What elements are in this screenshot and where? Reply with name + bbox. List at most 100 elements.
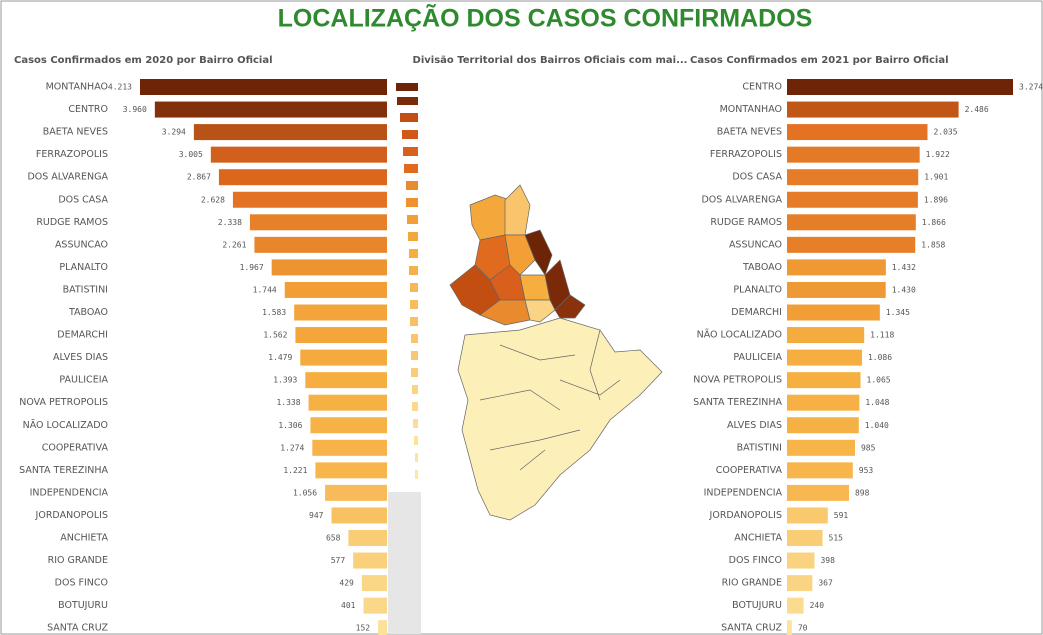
chart-title: Casos Confirmados em 2020 por Bairro Ofi… — [14, 55, 273, 66]
category-label: MONTANHAO — [720, 104, 782, 115]
value-label: 1.056 — [293, 488, 317, 497]
value-label: 1.274 — [280, 443, 304, 452]
value-label: 1.221 — [283, 466, 307, 475]
bar — [787, 507, 828, 524]
mini-bar — [409, 249, 418, 258]
mini-bar — [397, 97, 418, 105]
category-label: DOS FINCO — [729, 555, 782, 566]
value-label: 3.274 — [1019, 83, 1043, 92]
category-label: ASSUNCAO — [55, 239, 108, 250]
value-label: 1.048 — [865, 398, 889, 407]
bar — [254, 236, 387, 253]
category-label: SANTA TEREZINHA — [19, 465, 108, 476]
mini-bar — [400, 113, 418, 122]
mini-bar — [413, 419, 418, 428]
bar — [295, 327, 387, 344]
value-label: 2.261 — [222, 240, 246, 249]
bar — [154, 101, 387, 118]
bar — [249, 214, 387, 231]
value-label: 1.430 — [892, 285, 916, 294]
category-label: PLANALTO — [733, 284, 782, 295]
mini-bar — [414, 436, 418, 445]
bar — [353, 552, 387, 569]
bar — [294, 304, 387, 321]
bar — [787, 259, 886, 276]
category-label: RIO GRANDE — [48, 555, 108, 566]
bar — [361, 575, 387, 592]
value-label: 1.393 — [273, 376, 297, 385]
category-label: RUDGE RAMOS — [710, 217, 782, 228]
mini-bar — [410, 317, 418, 326]
category-label: COOPERATIVA — [42, 442, 109, 453]
value-label: 1.118 — [870, 331, 894, 340]
category-label: BAETA NEVES — [717, 127, 782, 138]
value-label: 1.858 — [921, 240, 945, 249]
bar — [787, 530, 823, 546]
mini-bar — [403, 147, 418, 156]
map-region — [504, 184, 531, 236]
mini-bar — [411, 351, 418, 360]
value-label: 1.065 — [867, 376, 891, 385]
bar — [787, 394, 860, 411]
category-label: FERRAZOPOLIS — [36, 149, 108, 160]
category-label: INDEPENDENCIA — [704, 487, 783, 498]
category-label: TABOAO — [68, 307, 108, 318]
value-label: 2.628 — [201, 195, 225, 204]
bar — [787, 575, 813, 592]
bar — [284, 281, 387, 298]
bar — [787, 169, 919, 186]
category-label: TABOAO — [742, 262, 782, 273]
value-label: 1.744 — [253, 285, 277, 294]
category-label: DOS CASA — [732, 172, 782, 183]
value-label: 515 — [829, 534, 844, 543]
map — [449, 184, 663, 521]
category-label: FERRAZOPOLIS — [710, 149, 782, 160]
bar — [271, 259, 387, 276]
bar — [331, 507, 387, 524]
value-label: 152 — [356, 624, 371, 633]
category-label: ALVES DIAS — [53, 352, 108, 363]
mini-bar — [409, 266, 418, 275]
category-label: CENTRO — [742, 82, 782, 93]
category-label: ANCHIETA — [734, 533, 782, 544]
scrollbar — [388, 492, 421, 634]
value-label: 3.005 — [179, 150, 203, 159]
bar — [315, 462, 387, 479]
category-label: SANTA CRUZ — [47, 623, 108, 634]
bar — [787, 552, 815, 569]
value-label: 985 — [861, 443, 876, 452]
value-label: 1.922 — [926, 150, 950, 159]
bar — [787, 304, 880, 321]
value-label: 398 — [820, 556, 835, 565]
value-label: 1.866 — [922, 218, 946, 227]
value-label: 1.306 — [278, 421, 302, 430]
mini-bar — [411, 334, 418, 343]
mini-bar — [410, 283, 418, 292]
bar — [218, 169, 387, 186]
bar — [193, 124, 387, 141]
value-label: 1.479 — [268, 353, 292, 362]
value-label: 1.040 — [865, 421, 889, 430]
value-label: 2.035 — [933, 128, 957, 137]
value-label: 429 — [339, 579, 354, 588]
bar — [140, 79, 387, 95]
mini-bar — [406, 198, 418, 207]
value-label: 3.294 — [162, 128, 186, 137]
category-label: PLANALTO — [59, 262, 108, 273]
mini-bar — [411, 368, 418, 377]
category-label: MONTANHAO — [46, 82, 108, 93]
bar — [787, 79, 1013, 95]
map-title: Divisão Territorial dos Bairros Oficiais… — [413, 55, 688, 66]
bar — [787, 620, 792, 635]
value-label: 1.086 — [868, 353, 892, 362]
value-label: 947 — [309, 511, 324, 520]
mini-bar — [408, 232, 418, 241]
category-label: NÃO LOCALIZADO — [23, 420, 108, 431]
mini-bars — [388, 78, 421, 634]
value-label: 401 — [341, 601, 356, 610]
value-label: 240 — [810, 601, 825, 610]
bar — [325, 484, 387, 501]
category-label: ASSUNCAO — [729, 239, 782, 250]
category-label: JORDANOPOLIS — [709, 510, 782, 521]
value-label: 367 — [818, 579, 833, 588]
